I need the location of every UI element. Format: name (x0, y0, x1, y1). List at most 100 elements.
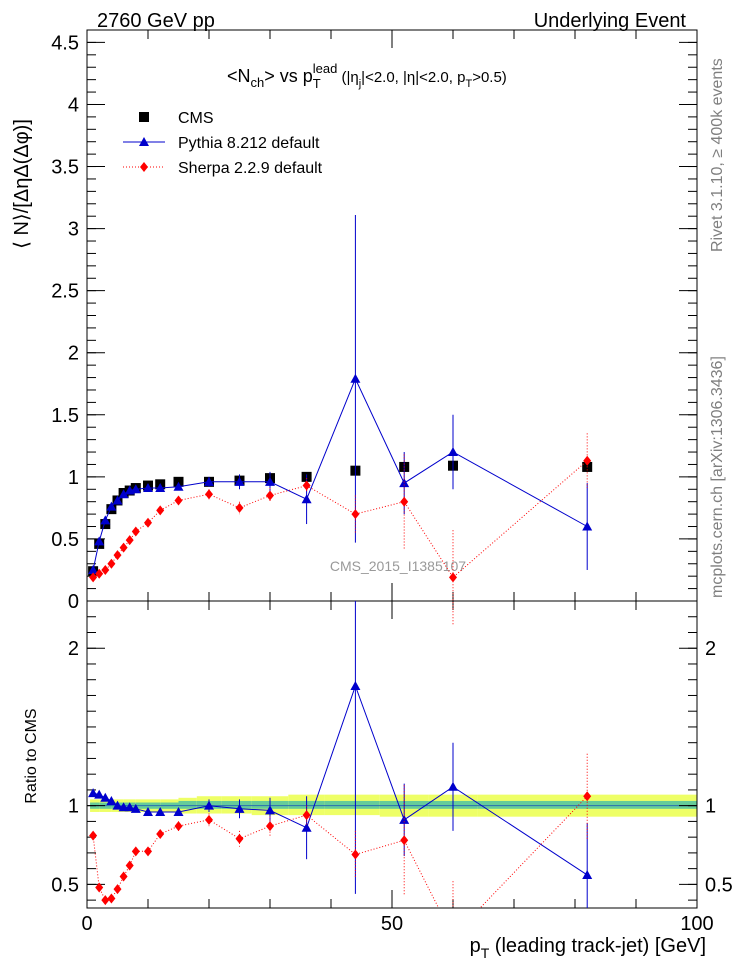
ratio-point-pythia (100, 792, 111, 802)
analysis-watermark: CMS_2015_I1385107 (330, 558, 466, 574)
ratio-point-pythia (234, 803, 245, 813)
legend-item-sherpa: Sherpa 2.2.9 default (123, 160, 323, 177)
ratio-xtick-label: 100 (680, 913, 713, 935)
rivet-label: Rivet 3.1.10, ≥ 400k events (709, 58, 726, 252)
legend-marker-cms (139, 112, 149, 122)
ratio-point-sherpa (101, 895, 110, 906)
ratio-point-pythia (112, 800, 123, 810)
ratio-ytick-label-left: 1 (68, 796, 79, 818)
band-inner-segment (178, 800, 197, 809)
main-point-sherpa (119, 542, 128, 553)
ratio-point-pythia (88, 788, 99, 798)
band-inner-segment (324, 800, 380, 809)
ratio-point-sherpa (235, 833, 244, 844)
main-ytick-label: 3.5 (51, 157, 79, 179)
ratio-point-sherpa (89, 830, 98, 841)
band-inner-segment (221, 800, 252, 809)
legend-item-pythia: Pythia 8.212 default (123, 135, 320, 152)
main-ytick-label: 1.5 (51, 405, 79, 427)
ratio-point-pythia (155, 806, 166, 816)
legend-label-sherpa: Sherpa 2.2.9 default (178, 160, 323, 177)
main-point-pythia (143, 483, 153, 493)
main-point-pythia (118, 489, 129, 499)
ratio-point-pythia (124, 802, 135, 812)
main-ytick-label: 4 (68, 94, 79, 116)
main-point-pythia (448, 447, 458, 457)
main-point-pythia (100, 515, 111, 525)
main-point-pythia (173, 481, 184, 491)
main-point-sherpa (174, 495, 183, 506)
ratio-line-sherpa (92, 795, 588, 908)
ratio-point-sherpa (125, 860, 134, 871)
main-point-pythia (350, 373, 361, 383)
ratio-point-pythia (448, 781, 458, 791)
main-point-sherpa (131, 526, 140, 537)
ratio-xtick-label: 50 (381, 913, 403, 935)
main-point-pythia (130, 484, 141, 494)
main-point-pythia (234, 476, 245, 486)
main-point-sherpa (266, 490, 274, 501)
ratio-point-pythia (143, 806, 153, 816)
main-point-pythia (301, 494, 312, 504)
header-left: 2760 GeV pp (97, 10, 215, 32)
ratio-ylabel: Ratio to CMS (23, 708, 40, 803)
ratio-point-pythia (582, 869, 593, 879)
main-point-pythia (112, 495, 123, 505)
main-point-pythia (204, 476, 214, 486)
main-point-pythia (94, 536, 105, 546)
main-point-pythia (106, 501, 117, 511)
legend-label-cms: CMS (178, 110, 214, 127)
ratio-point-pythia (399, 814, 410, 824)
ratio-point-pythia (204, 800, 214, 810)
ratio-plot-frame (86, 600, 698, 909)
main-ytick-label: 3 (68, 219, 79, 241)
main-ytick-label: 2.5 (51, 281, 79, 303)
main-ytick-label: 2 (68, 343, 79, 365)
main-ytick-label: 0.5 (51, 529, 79, 551)
main-ytick-label: 0 (68, 591, 79, 613)
main-point-pythia (399, 478, 410, 488)
ratio-line-pythia (92, 684, 588, 876)
main-point-sherpa (302, 480, 311, 491)
main-point-sherpa (95, 568, 104, 579)
legend-marker-pythia (139, 137, 149, 146)
ratio-point-sherpa (583, 791, 592, 802)
main-point-sherpa (400, 496, 409, 507)
header-right: Underlying Event (534, 10, 687, 32)
ratio-point-sherpa (351, 849, 360, 860)
legend-item-cms: CMS (139, 110, 214, 127)
main-plot-title: <Nch> vs pTlead (|ηj|<2.0, |η|<2.0, pT>0… (227, 61, 507, 91)
ratio-point-pythia (94, 789, 105, 799)
ratio-point-sherpa (174, 821, 183, 832)
ratio-point-pythia (350, 681, 361, 691)
main-point-sherpa (101, 564, 110, 575)
legend-label-pythia: Pythia 8.212 default (178, 135, 320, 152)
main-point-pythia (265, 476, 275, 486)
main-point-sherpa (156, 505, 165, 516)
main-point-sherpa (583, 455, 592, 466)
ratio-ytick-label-left: 2 (68, 638, 79, 660)
ratio-point-sherpa (400, 835, 409, 846)
main-point-sherpa (125, 535, 134, 546)
ratio-point-sherpa (205, 814, 213, 825)
ratio-point-pythia (106, 795, 117, 805)
data-marks (88, 214, 593, 908)
x-axis-label: pT (leading track-jet) [GeV] (470, 935, 706, 961)
main-point-sherpa (449, 572, 457, 583)
main-ytick-label: 1 (68, 467, 79, 489)
main-ytick-label: 4.5 (51, 32, 79, 54)
ratio-point-sherpa (113, 884, 122, 895)
ratio-point-sherpa (131, 846, 140, 857)
main-point-sherpa (144, 517, 152, 528)
ratio-point-sherpa (107, 893, 116, 904)
ratio-point-sherpa (156, 829, 165, 840)
ratio-point-pythia (173, 806, 184, 816)
ratio-ytick-label-right: 1 (705, 796, 716, 818)
main-point-sherpa (113, 550, 122, 561)
main-point-sherpa (235, 502, 244, 513)
ratio-point-pythia (130, 803, 141, 813)
ratio-point-sherpa (95, 882, 104, 893)
ratio-point-sherpa (302, 810, 311, 821)
